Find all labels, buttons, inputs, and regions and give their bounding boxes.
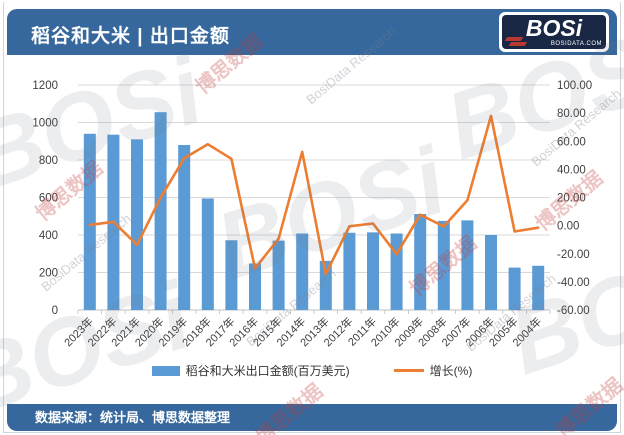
bar-2011年 — [367, 232, 379, 310]
y-axis-right-tick-label: 60.00 — [557, 136, 586, 148]
bar-2016年 — [249, 263, 261, 310]
footer-band: 数据来源：统计局、博思数据整理 — [7, 404, 617, 431]
header-band: 稻谷和大米 | 出口金额 BOSi BOSIDATA.COM — [7, 9, 617, 55]
bar-2012年 — [343, 232, 356, 310]
y-axis-right-tick-label: 40.00 — [557, 164, 586, 176]
logo-brand-text: BOSi — [525, 15, 583, 41]
chart-card — [3, 2, 621, 433]
y-axis-right-tick-label: 0.00 — [557, 221, 579, 233]
bar-2023年 — [83, 133, 96, 310]
bar-2018年 — [201, 198, 214, 310]
bar-2020年 — [154, 112, 167, 310]
bar-2008年 — [437, 220, 450, 310]
bar-2014年 — [296, 233, 309, 310]
logo-domain-text: BOSIDATA.COM — [550, 41, 602, 47]
bar-2017年 — [225, 240, 238, 310]
y-axis-right-tick-label: 100.00 — [557, 80, 592, 92]
bar-2015年 — [272, 240, 285, 310]
logo-stripe-icon — [504, 37, 524, 41]
y-axis-left-tick-label: 1000 — [32, 118, 58, 130]
bar-series-swatch — [151, 365, 180, 376]
y-axis-left-tick-label: 600 — [39, 193, 58, 205]
page-title: 稻谷和大米 | 出口金额 — [31, 26, 230, 47]
logo-stripe-icon — [508, 42, 528, 46]
y-axis-right-tick-label: 20.00 — [557, 193, 586, 205]
y-axis-right-tick-label: -40.00 — [557, 277, 590, 289]
data-source-text: 数据来源：统计局、博思数据整理 — [35, 410, 231, 425]
bar-2004年 — [532, 265, 545, 310]
bosidata-logo: BOSi BOSIDATA.COM — [499, 12, 609, 52]
y-axis-left-tick-label: 1200 — [32, 80, 58, 92]
logo-inner-panel: BOSi BOSIDATA.COM — [502, 15, 606, 49]
y-axis-right-tick-label: -20.00 — [557, 249, 590, 261]
legend-item-growth: 增长(%) — [393, 362, 473, 379]
bar-2009年 — [414, 214, 427, 310]
line-series-swatch — [393, 369, 424, 372]
bar-2007年 — [461, 220, 474, 310]
y-axis-right-tick-label: -60.00 — [557, 305, 590, 317]
bar-2021年 — [131, 139, 143, 310]
bar-series-label: 稻谷和大米出口金额(百万美元) — [185, 364, 350, 378]
bar-2005年 — [508, 267, 521, 310]
legend-item-export-value: 稻谷和大米出口金额(百万美元) — [151, 362, 350, 379]
bar-2006年 — [485, 235, 497, 310]
y-axis-right-tick-label: 80.00 — [557, 108, 586, 120]
y-axis-left-tick-label: 800 — [39, 155, 58, 167]
bar-2019年 — [178, 145, 191, 310]
growth-line — [88, 114, 540, 276]
bar-2013年 — [319, 260, 332, 310]
line-series-label: 增长(%) — [429, 364, 473, 378]
chart-legend: 稻谷和大米出口金额(百万美元) 增长(%) — [0, 362, 624, 379]
y-axis-left-tick-label: 0 — [52, 305, 58, 317]
y-axis-left-tick-label: 400 — [39, 230, 58, 242]
y-axis-left-tick-label: 200 — [39, 268, 58, 280]
bar-2010年 — [390, 233, 403, 310]
